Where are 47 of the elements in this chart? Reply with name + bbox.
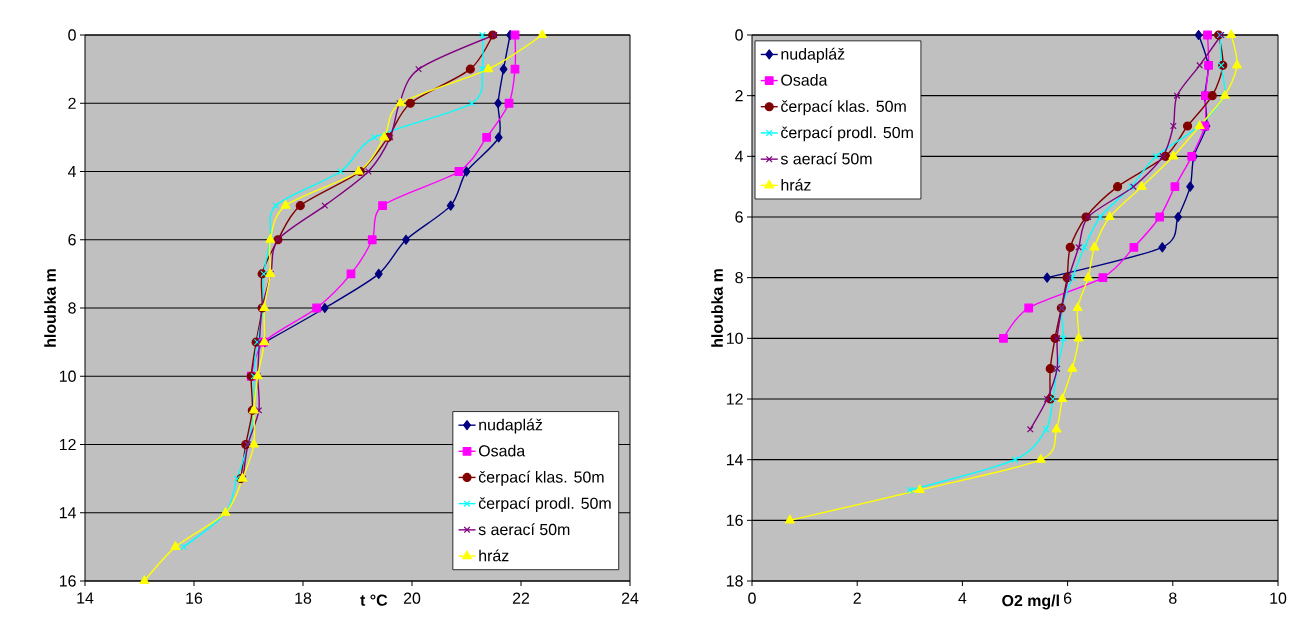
y-tick-label: 2 — [68, 97, 76, 109]
legend-label: Osada — [478, 444, 526, 457]
y-tick-label: 14 — [59, 507, 76, 519]
x-tick-label: 16 — [186, 592, 203, 604]
legend-label: čerpací prodl. 50m — [478, 497, 611, 513]
y-tick-label: 18 — [726, 575, 743, 587]
x-tick-label: 10 — [1270, 592, 1287, 604]
y-axis-title: hloubka m — [711, 269, 723, 347]
y-tick-label: 16 — [59, 575, 76, 587]
y-tick-label: 2 — [735, 90, 743, 102]
y-tick-label: 10 — [59, 370, 76, 382]
y-tick-label: 4 — [67, 166, 76, 177]
y-tick-label: 0 — [68, 29, 76, 41]
x-tick-label: 24 — [621, 592, 639, 604]
legend-label: s aerací 50m — [780, 152, 872, 165]
legend-label: Osada — [781, 74, 828, 86]
legend-label: hráz — [479, 549, 509, 562]
x-tick-label: 8 — [1169, 592, 1177, 604]
legend-label: čerpací klas. 50m — [781, 100, 906, 116]
y-tick-label: 12 — [59, 438, 76, 451]
x-tick-label: 22 — [512, 592, 530, 604]
legend-label: čerpací klas. 50m — [478, 470, 604, 486]
y-tick-label: 10 — [726, 332, 743, 344]
x-tick-label: 0 — [748, 592, 756, 604]
y-tick-label: 16 — [726, 514, 743, 526]
y-tick-label: 6 — [68, 234, 76, 246]
x-axis-title: t °C — [360, 594, 388, 606]
x-tick-label: 20 — [403, 592, 421, 604]
legend-label: nudapláž — [479, 418, 543, 434]
y-axis-title: hloubka m — [44, 269, 56, 347]
x-tick-label: 6 — [1063, 592, 1072, 604]
y-tick-label: 8 — [735, 272, 743, 284]
y-tick-label: 12 — [726, 393, 743, 405]
x-tick-label: 14 — [77, 592, 94, 604]
legend-label: nudapláž — [781, 47, 845, 63]
legend-label: s aerací 50m — [478, 523, 570, 536]
x-axis-title: O2 mg/l — [1002, 594, 1059, 610]
y-tick-label: 6 — [735, 211, 743, 223]
legend-label: čerpací prodl. 50m — [781, 126, 913, 142]
y-tick-label: 0 — [735, 29, 743, 41]
y-tick-label: 4 — [734, 150, 744, 162]
legend-label: hráz — [781, 178, 811, 191]
y-tick-label: 8 — [68, 302, 76, 314]
x-tick-label: 2 — [853, 592, 861, 604]
x-tick-label: 18 — [295, 592, 312, 604]
x-tick-label: 4 — [958, 592, 967, 604]
y-tick-label: 14 — [726, 454, 744, 466]
